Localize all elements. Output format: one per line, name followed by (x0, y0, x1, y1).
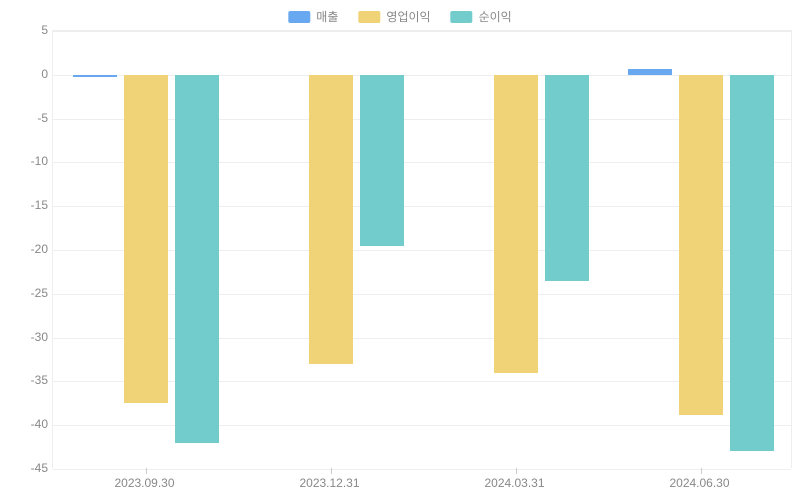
y-axis-label: 5 (41, 23, 48, 37)
y-axis-label: -10 (31, 154, 48, 168)
legend-swatch-operating-profit (358, 11, 380, 23)
legend-label-net-profit: 순이익 (479, 8, 512, 25)
x-axis-label: 2024.06.30 (669, 476, 729, 490)
bar (679, 75, 723, 415)
bar (309, 75, 353, 364)
x-axis-label: 2024.03.31 (484, 476, 544, 490)
gridline (53, 469, 791, 470)
y-axis-label: -25 (31, 286, 48, 300)
y-axis-label: -45 (31, 461, 48, 475)
y-axis-label: -20 (31, 242, 48, 256)
legend-label-revenue: 매출 (316, 8, 338, 25)
x-tick (331, 468, 332, 474)
financial-chart: 매출 영업이익 순이익 (0, 0, 800, 500)
legend-item-revenue: 매출 (288, 8, 338, 25)
x-tick (146, 468, 147, 474)
legend-item-operating-profit: 영업이익 (358, 8, 430, 25)
legend-label-operating-profit: 영업이익 (386, 8, 430, 25)
bar (545, 75, 589, 281)
x-tick (701, 468, 702, 474)
legend-swatch-net-profit (451, 11, 473, 23)
bar (360, 75, 404, 246)
bar (175, 75, 219, 443)
plot-area (52, 30, 792, 468)
y-axis-label: 0 (41, 67, 48, 81)
legend-item-net-profit: 순이익 (451, 8, 512, 25)
y-axis-label: -5 (37, 111, 48, 125)
bar (628, 69, 672, 75)
y-axis-label: -15 (31, 198, 48, 212)
bar (124, 75, 168, 404)
bar (730, 75, 774, 452)
y-axis-label: -35 (31, 373, 48, 387)
x-tick (516, 468, 517, 474)
x-axis-label: 2023.09.30 (114, 476, 174, 490)
legend-swatch-revenue (288, 11, 310, 23)
y-axis-label: -40 (31, 417, 48, 431)
legend: 매출 영업이익 순이익 (288, 8, 511, 25)
y-axis-label: -30 (31, 330, 48, 344)
bar (73, 75, 117, 77)
x-axis-label: 2023.12.31 (299, 476, 359, 490)
gridline (53, 425, 791, 426)
gridline (53, 31, 791, 32)
bar (494, 75, 538, 373)
